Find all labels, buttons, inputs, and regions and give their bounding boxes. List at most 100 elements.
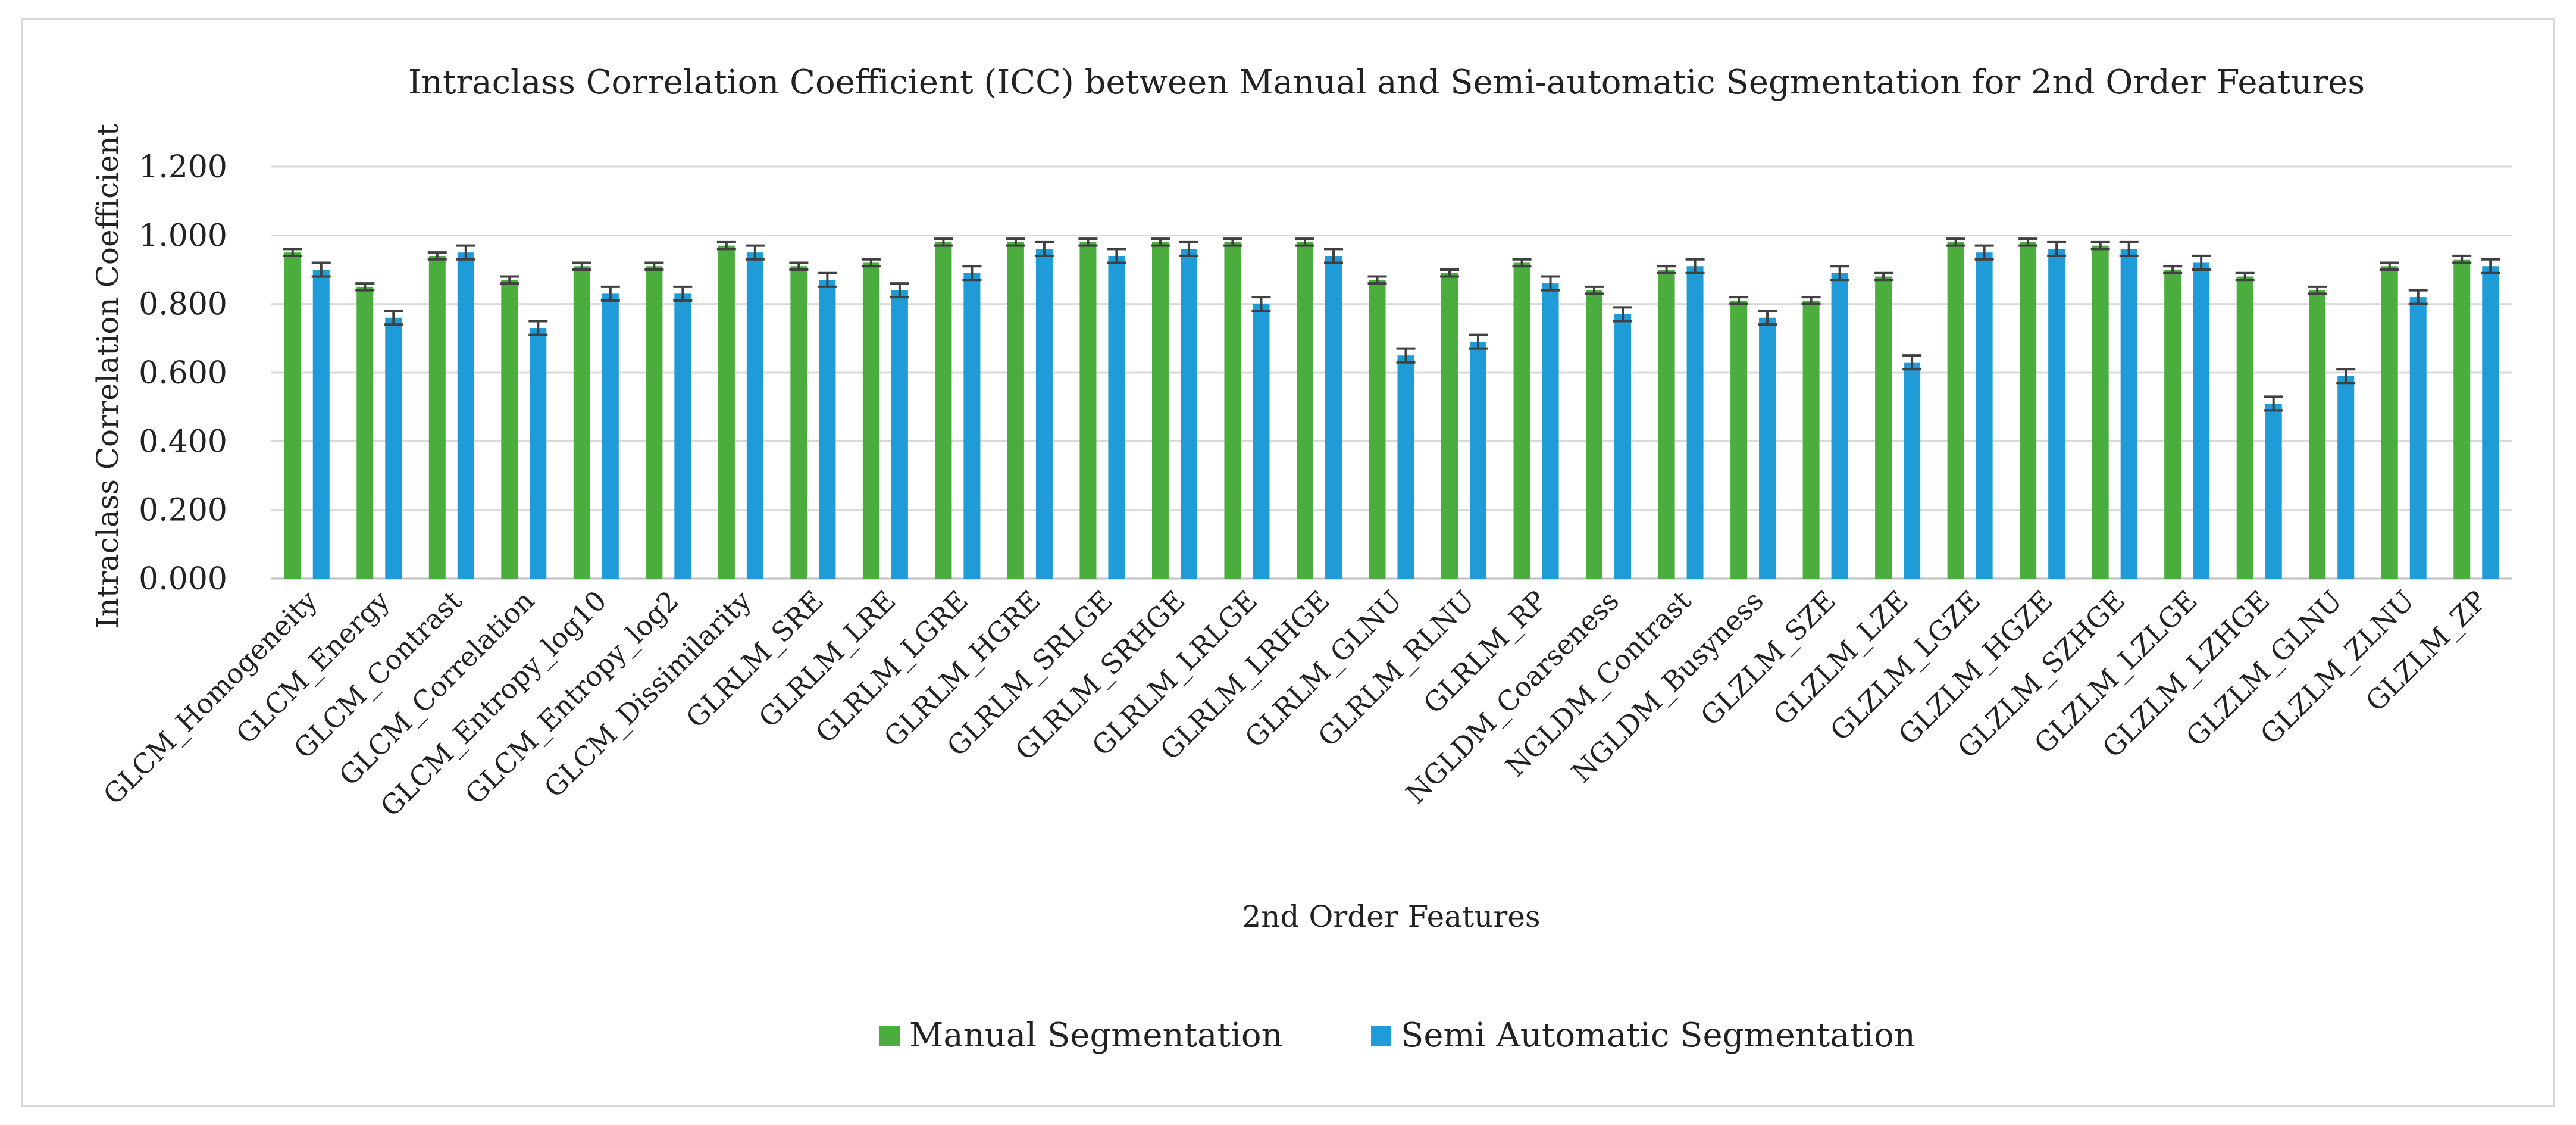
error-bar <box>600 285 620 302</box>
error-bar <box>861 258 881 268</box>
error-bar <box>2336 368 2356 385</box>
legend-swatch <box>879 1026 900 1046</box>
legend-label: Semi Automatic Segmentation <box>1401 1016 1915 1055</box>
semi-automatic-bar <box>2337 376 2355 579</box>
manual-bar <box>790 266 807 579</box>
semi-automatic-bar <box>819 280 836 579</box>
semi-automatic-bar <box>1976 252 1993 579</box>
semi-automatic-bar <box>891 290 908 579</box>
semi-automatic-bar <box>2048 249 2065 579</box>
error-bar <box>2408 289 2428 305</box>
manual-bar <box>718 245 735 579</box>
semi-automatic-bar <box>1325 255 1342 579</box>
error-bar <box>283 248 302 257</box>
semi-automatic-bar <box>1397 355 1414 579</box>
error-bar <box>1946 238 1965 247</box>
error-bar <box>890 282 909 299</box>
error-bar <box>1469 333 1488 350</box>
error-bar <box>1729 296 1749 305</box>
manual-bar <box>1007 242 1024 579</box>
error-bar <box>1251 296 1271 312</box>
error-bar <box>789 261 809 271</box>
semi-automatic-bar <box>2265 403 2282 579</box>
manual-bar <box>1151 242 1169 579</box>
gridlines <box>271 165 2512 580</box>
error-bar <box>745 244 765 261</box>
semi-automatic-bar <box>457 252 474 579</box>
error-bar <box>1541 275 1560 292</box>
error-bar <box>1685 258 1705 274</box>
error-bar <box>1034 240 1054 257</box>
error-bar <box>1323 248 1343 264</box>
manual-bar <box>646 266 663 579</box>
error-bar <box>500 275 519 285</box>
manual-bar <box>2309 290 2326 579</box>
error-bar <box>1801 296 1821 305</box>
bars <box>284 242 2499 579</box>
semi-automatic-bar <box>2120 249 2137 579</box>
error-bar <box>2235 271 2255 282</box>
error-bar <box>1078 238 1098 247</box>
y-tick-label: 0.200 <box>139 493 227 529</box>
y-axis-ticks: 0.000 0.200 0.400 0.600 0.800 1.000 1.200 <box>139 149 227 597</box>
error-bar <box>528 320 548 336</box>
semi-automatic-bar <box>1108 255 1125 579</box>
y-tick-label: 1.200 <box>139 149 227 185</box>
semi-automatic-bar <box>530 328 547 579</box>
manual-bar <box>1802 300 1820 579</box>
semi-automatic-bar <box>1180 249 1197 579</box>
error-bar <box>1974 244 1994 261</box>
error-bar <box>1758 310 1777 326</box>
error-bar <box>2308 285 2327 295</box>
error-bar <box>2163 265 2183 274</box>
error-bar <box>1830 265 1849 282</box>
error-bar <box>1150 238 1170 247</box>
error-bar <box>2380 261 2399 271</box>
error-bar <box>1440 268 1460 278</box>
error-bar <box>2119 240 2139 257</box>
error-bar <box>2047 240 2067 257</box>
error-bar <box>2090 240 2110 251</box>
error-bar <box>427 251 447 261</box>
error-bar <box>2481 258 2500 274</box>
semi-automatic-bar <box>1831 273 1848 579</box>
y-tick-label: 0.400 <box>139 424 227 460</box>
error-bar <box>1367 275 1387 285</box>
error-bar <box>1585 285 1604 295</box>
manual-bar <box>1513 262 1530 579</box>
error-bar <box>716 240 736 251</box>
manual-bar <box>862 262 879 579</box>
manual-bar <box>935 242 952 579</box>
manual-bar <box>1441 273 1458 579</box>
manual-bar <box>573 266 590 579</box>
manual-bar <box>2381 266 2398 579</box>
error-bar <box>818 271 837 288</box>
semi-automatic-bar <box>2482 266 2499 579</box>
legend: Manual Segmentation Semi Automatic Segmen… <box>879 1016 1915 1055</box>
error-bar <box>1006 238 1025 247</box>
error-bar <box>1657 265 1676 274</box>
y-tick-label: 1.000 <box>139 218 227 254</box>
error-bar <box>1295 238 1314 247</box>
legend-swatch <box>1371 1026 1391 1046</box>
manual-bar <box>1369 280 1386 579</box>
error-bar <box>1874 271 1893 282</box>
error-bar <box>2192 254 2211 271</box>
manual-bar <box>1296 242 1313 579</box>
error-bar <box>572 261 591 271</box>
semi-automatic-bar <box>2193 262 2210 579</box>
semi-automatic-bar <box>1542 283 1559 579</box>
manual-bar <box>1586 290 1603 579</box>
x-axis-title: 2nd Order Features <box>1242 899 1540 934</box>
manual-bar <box>428 255 446 579</box>
semi-automatic-bar <box>312 270 330 579</box>
error-bar <box>311 261 331 278</box>
error-bar <box>962 265 982 282</box>
y-tick-label: 0.600 <box>139 355 227 391</box>
x-axis-categories: GLCM_HomogeneityGLCM_EnergyGLCM_Contrast… <box>97 584 2493 823</box>
error-bar <box>1107 248 1126 264</box>
manual-bar <box>284 252 301 579</box>
semi-automatic-bar <box>2409 297 2427 579</box>
manual-bar <box>2020 242 2037 579</box>
